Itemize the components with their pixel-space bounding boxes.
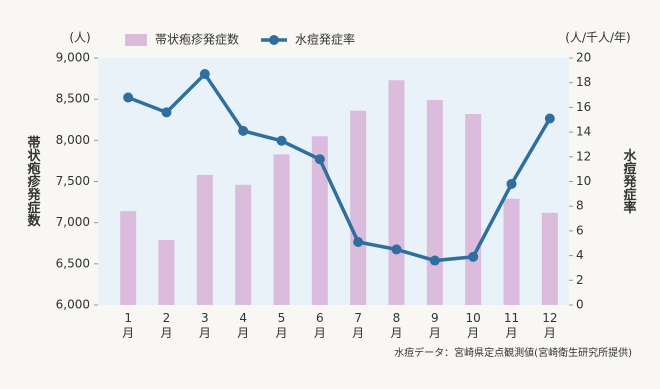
bar: [273, 154, 290, 305]
y2-tick-label: 20: [576, 51, 591, 65]
x-tick-label: 3月: [198, 311, 211, 340]
y-tick-label: 8,000: [56, 133, 90, 147]
y-axis-title: 帯状疱疹発症数: [25, 135, 42, 228]
x-tick-label: 9月: [428, 311, 441, 340]
line-marker: [391, 244, 402, 255]
y2-tick-label: 2: [576, 273, 584, 287]
y-tick-label: 7,500: [56, 174, 90, 188]
x-tick-label: 5月: [275, 311, 288, 340]
x-tick-label: 12月: [542, 311, 558, 340]
y2-tick-label: 0: [576, 298, 584, 312]
bar: [503, 198, 520, 305]
bar: [196, 174, 213, 305]
x-tick-label: 11月: [503, 311, 520, 340]
y-tick-label: 8,500: [56, 92, 90, 106]
line-marker: [314, 154, 325, 165]
legend-label: 水痘発症率: [295, 32, 355, 47]
legend-swatch: [125, 34, 147, 46]
y2-tick-label: 10: [576, 174, 591, 188]
plot-background: [98, 58, 569, 305]
x-tick-label: 4月: [237, 311, 250, 340]
y2-tick-label: 18: [576, 75, 591, 89]
y2-tick-label: 4: [576, 248, 584, 262]
y-tick-label: 6,000: [56, 298, 90, 312]
x-tick-label: 6月: [313, 311, 326, 340]
x-tick-label: 7月: [352, 311, 365, 340]
line-marker: [161, 107, 172, 118]
source-note: 水痘データ：宮崎県定点観測値(宮崎衛生研究所提供): [394, 346, 632, 359]
y2-tick-label: 14: [576, 125, 591, 139]
y2-unit: (人/千人/年): [565, 31, 630, 45]
y2-tick-label: 8: [576, 199, 584, 213]
bar: [235, 184, 252, 305]
x-tick-label: 10月: [465, 311, 481, 340]
y2-tick-label: 6: [576, 223, 584, 237]
x-tick-label: 1月: [122, 311, 135, 340]
x-tick-label: 2月: [160, 311, 173, 340]
bar: [350, 110, 367, 306]
bar: [465, 113, 482, 305]
line-marker: [353, 237, 364, 248]
line-marker: [199, 69, 210, 80]
line-marker: [276, 135, 287, 146]
bar: [426, 99, 443, 306]
y2-axis-title: 水痘発症率: [621, 148, 638, 215]
y-unit: (人): [69, 31, 90, 45]
line-marker: [429, 255, 440, 266]
y-tick-label: 6,500: [56, 256, 90, 270]
y-tick-label: 7,000: [56, 215, 90, 229]
bar: [541, 212, 558, 305]
line-marker: [238, 125, 249, 136]
x-tick-label: 8月: [390, 311, 403, 340]
legend-label: 帯状疱疹発症数: [155, 32, 239, 47]
line-marker: [544, 113, 555, 124]
y2-tick-label: 16: [576, 100, 591, 114]
line: [127, 71, 552, 263]
line-marker: [468, 251, 479, 262]
bar: [388, 80, 405, 305]
legend-swatch: [269, 35, 279, 45]
y-tick-label: 9,000: [56, 51, 90, 65]
bar: [311, 136, 328, 305]
line-marker: [506, 178, 517, 189]
bar: [158, 239, 175, 305]
line-marker: [123, 92, 134, 103]
bar: [120, 211, 137, 305]
y2-tick-label: 12: [576, 149, 591, 163]
